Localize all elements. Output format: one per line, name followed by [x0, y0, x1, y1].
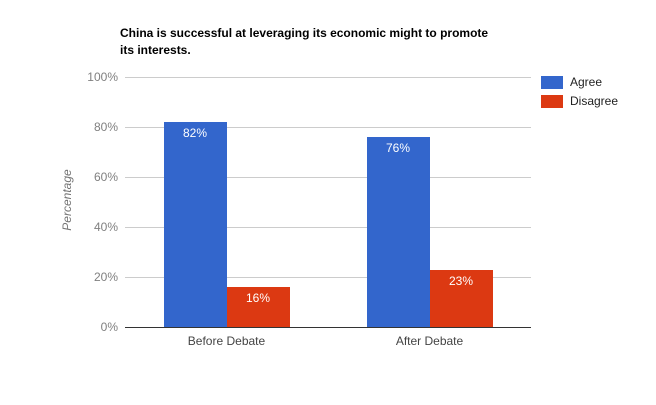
- bar-value-label: 76%: [385, 141, 411, 155]
- gridline-40: [125, 227, 531, 228]
- bar-value-label: 23%: [448, 273, 474, 288]
- gridline-80: [125, 127, 531, 128]
- legend-label-disagree: Disagree: [570, 94, 619, 108]
- y-tick-label-80: 80%: [93, 120, 118, 134]
- legend: Agree Disagree: [541, 76, 618, 114]
- bar-value-label: 16%: [245, 291, 271, 305]
- gridline-100: [125, 77, 531, 78]
- legend-item-disagree: Disagree: [541, 95, 618, 108]
- legend-label-agree: Agree: [570, 75, 603, 89]
- bar-disagree-before-debate: 16%: [226, 287, 290, 327]
- legend-swatch-disagree: [541, 95, 563, 108]
- x-tick-label-after-debate: After Debate: [395, 334, 464, 348]
- x-tick-label-before-debate: Before Debate: [187, 334, 266, 348]
- bar-agree-after-debate: 76%: [366, 137, 430, 327]
- legend-swatch-agree: [541, 76, 563, 89]
- y-tick-label-100: 100%: [87, 70, 118, 84]
- y-tick-label-60: 60%: [93, 170, 118, 184]
- y-tick-label-0: 0%: [100, 320, 118, 334]
- bar-value-label: 82%: [182, 126, 208, 140]
- gridline-60: [125, 177, 531, 178]
- legend-item-agree: Agree: [541, 76, 618, 89]
- y-tick-label-20: 20%: [93, 270, 118, 284]
- plot-area: 0% 20% 40% 60% 80% 100% 82% 16% Before Debate 76%…: [87, 70, 531, 348]
- gridline-20: [125, 277, 531, 278]
- bar-disagree-after-debate: 23%: [429, 269, 493, 327]
- chart-title: China is successful at leveraging its ec…: [120, 26, 489, 57]
- bar-agree-before-debate: 82%: [163, 122, 227, 327]
- y-tick-label-40: 40%: [93, 220, 118, 234]
